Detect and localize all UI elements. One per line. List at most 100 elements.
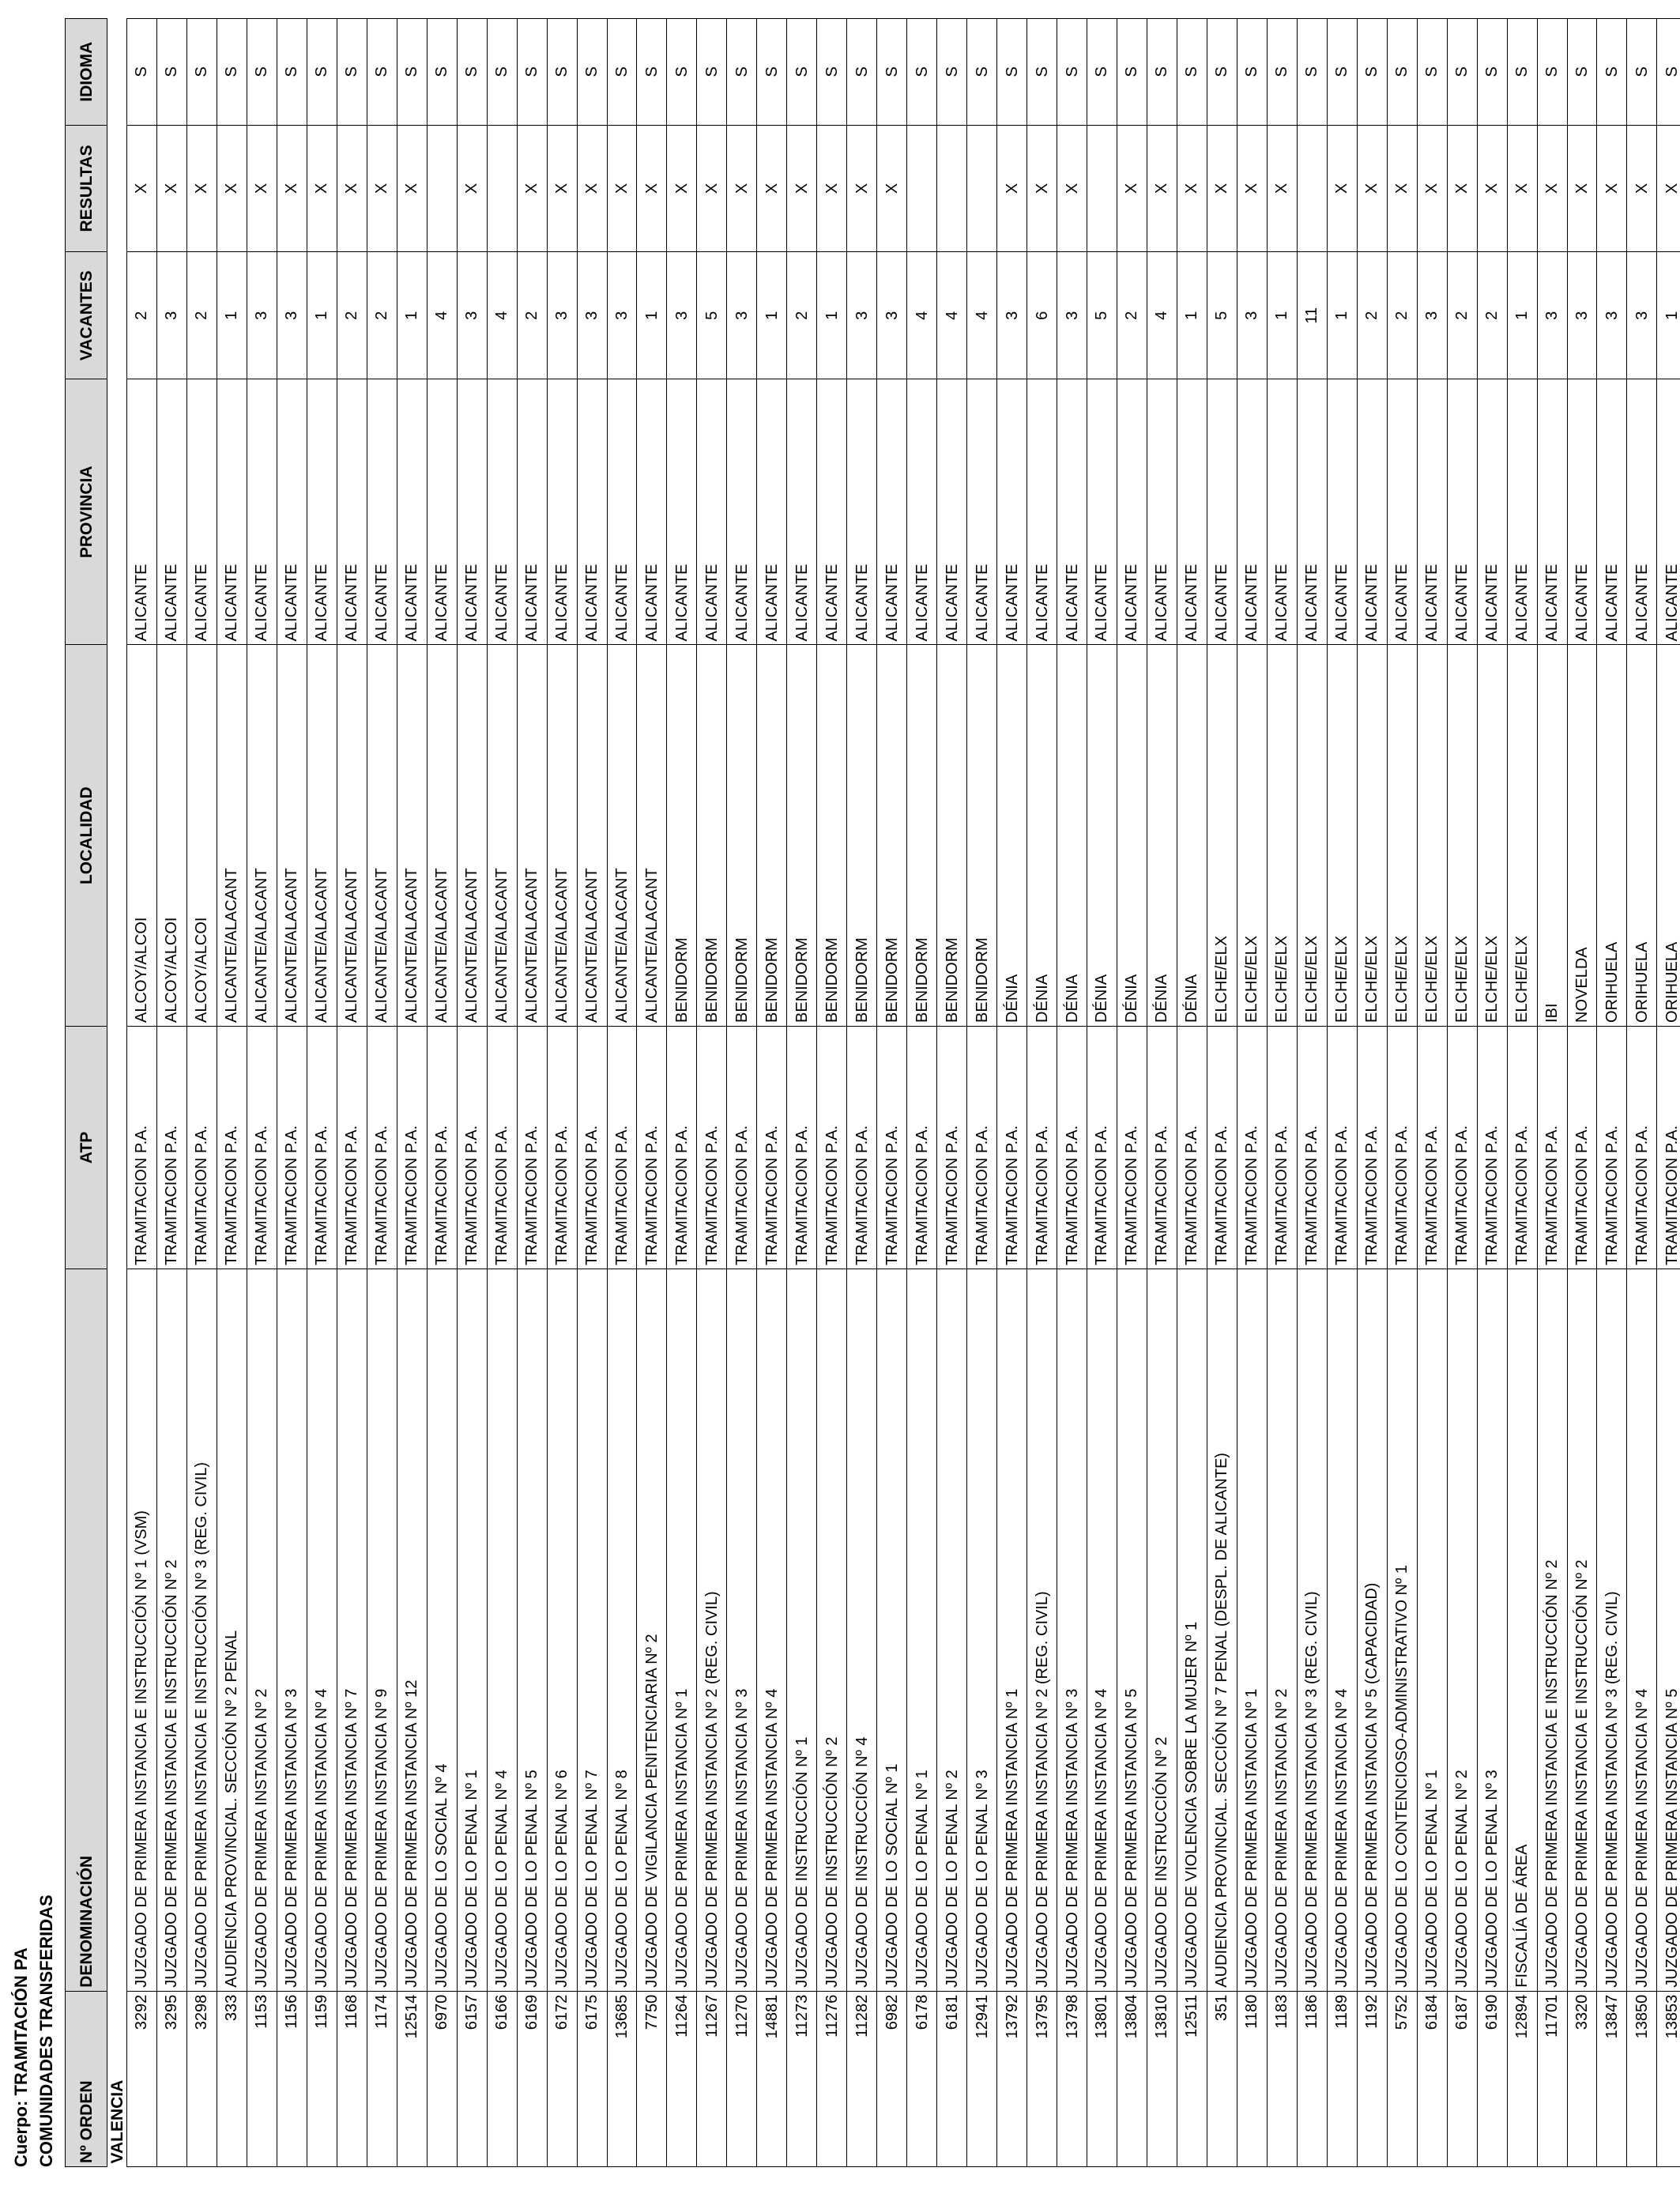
localidad-cell: BENIDORM bbox=[786, 644, 817, 1027]
provincia-cell: ALICANTE bbox=[277, 379, 307, 645]
atp-cell: TRAMITACION P.A. bbox=[217, 1026, 247, 1269]
resultas-cell bbox=[1297, 125, 1328, 252]
orden-cell: 13798 bbox=[1057, 1991, 1087, 2167]
localidad-cell: ALICANTE/ALACANT bbox=[277, 644, 307, 1027]
table-row: 13801 JUZGADO DE PRIMERA INSTANCIA Nº 4 TR… bbox=[1087, 18, 1117, 2167]
provincia-cell: ALICANTE bbox=[547, 379, 578, 645]
table-row: 13853 JUZGADO DE PRIMERA INSTANCIA Nº 5 TR… bbox=[1656, 18, 1680, 2167]
localidad-cell: ELCHE/ELX bbox=[1387, 644, 1418, 1027]
denominacion-cell: JUZGADO DE LO PENAL Nº 2 bbox=[1447, 1269, 1478, 1992]
vacantes-cell: 1 bbox=[1177, 251, 1207, 379]
idioma-cell: S bbox=[517, 18, 548, 126]
provincia-cell: ALICANTE bbox=[1447, 379, 1478, 645]
provincia-cell: ALICANTE bbox=[966, 379, 997, 645]
idioma-cell: S bbox=[1447, 18, 1478, 126]
localidad-cell: ORIHUELA bbox=[1656, 644, 1680, 1027]
denominacion-cell: JUZGADO DE PRIMERA INSTANCIA Nº 1 bbox=[666, 1269, 697, 1992]
provincia-cell: ALICANTE bbox=[696, 379, 727, 645]
atp-cell: TRAMITACION P.A. bbox=[1147, 1026, 1177, 1269]
idioma-cell: S bbox=[666, 18, 697, 126]
resultas-cell: X bbox=[1656, 125, 1680, 252]
resultas-cell: X bbox=[186, 125, 217, 252]
provincia-cell: ALICANTE bbox=[906, 379, 937, 645]
provincia-cell: ALICANTE bbox=[1656, 379, 1680, 645]
column-header: Nº ORDEN bbox=[65, 1991, 107, 2167]
orden-cell: 13795 bbox=[1026, 1991, 1057, 2167]
resultas-cell: X bbox=[1237, 125, 1268, 252]
resultas-cell bbox=[906, 125, 937, 252]
section-row: VALENCIA bbox=[107, 18, 127, 2167]
idioma-cell: S bbox=[696, 18, 727, 126]
table-row: 6172 JUZGADO DE LO PENAL Nº 6 TRAMITACION … bbox=[547, 18, 578, 2167]
provincia-cell: ALICANTE bbox=[1357, 379, 1388, 645]
orden-cell: 333 bbox=[217, 1991, 247, 2167]
denominacion-cell: JUZGADO DE LO PENAL Nº 3 bbox=[1477, 1269, 1508, 1992]
atp-cell: TRAMITACION P.A. bbox=[936, 1026, 967, 1269]
orden-cell: 1183 bbox=[1267, 1991, 1298, 2167]
provincia-cell: ALICANTE bbox=[936, 379, 967, 645]
vacantes-cell: 3 bbox=[1596, 251, 1627, 379]
provincia-cell: ALICANTE bbox=[1507, 379, 1538, 645]
orden-cell: 6982 bbox=[876, 1991, 907, 2167]
denominacion-cell: JUZGADO DE PRIMERA INSTANCIA Nº 7 bbox=[337, 1269, 367, 1992]
vacantes-cell: 2 bbox=[186, 251, 217, 379]
resultas-cell: X bbox=[607, 125, 637, 252]
table-row: 13795 JUZGADO DE PRIMERA INSTANCIA Nº 2 (… bbox=[1026, 18, 1057, 2167]
provincia-cell: ALICANTE bbox=[1057, 379, 1087, 645]
resultas-cell bbox=[487, 125, 518, 252]
resultas-cell: X bbox=[1537, 125, 1567, 252]
localidad-cell: ELCHE/ELX bbox=[1447, 644, 1478, 1027]
orden-cell: 13847 bbox=[1596, 1991, 1627, 2167]
atp-cell: TRAMITACION P.A. bbox=[636, 1026, 667, 1269]
provincia-cell: ALICANTE bbox=[517, 379, 548, 645]
atp-cell: TRAMITACION P.A. bbox=[876, 1026, 907, 1269]
resultas-cell: X bbox=[1507, 125, 1538, 252]
localidad-cell: ALICANTE/ALACANT bbox=[577, 644, 607, 1027]
denominacion-cell: JUZGADO DE VIGILANCIA PENITENCIARIA Nº 2 bbox=[636, 1269, 667, 1992]
table-row: 13850 JUZGADO DE PRIMERA INSTANCIA Nº 4 TR… bbox=[1626, 18, 1657, 2167]
localidad-cell: ALICANTE/ALACANT bbox=[457, 644, 488, 1027]
vacantes-cell: 1 bbox=[1656, 251, 1680, 379]
atp-cell: TRAMITACION P.A. bbox=[1087, 1026, 1117, 1269]
table-row: 3292 JUZGADO DE PRIMERA INSTANCIA E INSTR… bbox=[126, 18, 157, 2167]
vacantes-cell: 2 bbox=[367, 251, 397, 379]
denominacion-cell: JUZGADO DE LO PENAL Nº 1 bbox=[1417, 1269, 1448, 1992]
orden-cell: 12514 bbox=[397, 1991, 428, 2167]
denominacion-cell: JUZGADO DE PRIMERA INSTANCIA Nº 1 bbox=[996, 1269, 1027, 1992]
orden-cell: 6175 bbox=[577, 1991, 607, 2167]
resultas-cell: X bbox=[1596, 125, 1627, 252]
vacancies-table: Nº ORDEN DENOMINACIÓN ATP LOCALIDAD PROVINCI… bbox=[65, 18, 1680, 2167]
table-row: 13685 JUZGADO DE LO PENAL Nº 8 TRAMITACION… bbox=[607, 18, 637, 2167]
denominacion-cell: JUZGADO DE LO PENAL Nº 4 bbox=[487, 1269, 518, 1992]
localidad-cell: DÉNIA bbox=[1117, 644, 1147, 1027]
provincia-cell: ALICANTE bbox=[427, 379, 458, 645]
idioma-cell: S bbox=[936, 18, 967, 126]
vacantes-cell: 3 bbox=[666, 251, 697, 379]
orden-cell: 3298 bbox=[186, 1991, 217, 2167]
vacantes-cell: 3 bbox=[1057, 251, 1087, 379]
idioma-cell: S bbox=[1567, 18, 1597, 126]
orden-cell: 6181 bbox=[936, 1991, 967, 2167]
localidad-cell: DÉNIA bbox=[1026, 644, 1057, 1027]
vacantes-cell: 3 bbox=[1626, 251, 1657, 379]
vacantes-cell: 3 bbox=[156, 251, 187, 379]
idioma-cell: S bbox=[156, 18, 187, 126]
resultas-cell bbox=[1087, 125, 1117, 252]
table-row: 1192 JUZGADO DE PRIMERA INSTANCIA Nº 5 (C… bbox=[1357, 18, 1388, 2167]
provincia-cell: ALICANTE bbox=[126, 379, 157, 645]
table-row: 12941 JUZGADO DE LO PENAL Nº 3 TRAMITACION… bbox=[966, 18, 997, 2167]
vacantes-cell: 3 bbox=[1237, 251, 1268, 379]
vacantes-cell: 2 bbox=[1387, 251, 1418, 379]
atp-cell: TRAMITACION P.A. bbox=[1447, 1026, 1478, 1269]
table-row: 1174 JUZGADO DE PRIMERA INSTANCIA Nº 9 TRA… bbox=[367, 18, 397, 2167]
table-row: 6175 JUZGADO DE LO PENAL Nº 7 TRAMITACION … bbox=[577, 18, 607, 2167]
atp-cell: TRAMITACION P.A. bbox=[906, 1026, 937, 1269]
idioma-cell: S bbox=[217, 18, 247, 126]
provincia-cell: ALICANTE bbox=[846, 379, 877, 645]
atp-cell: TRAMITACION P.A. bbox=[1026, 1026, 1057, 1269]
denominacion-cell: JUZGADO DE PRIMERA INSTANCIA Nº 2 bbox=[247, 1269, 277, 1992]
localidad-cell: ALICANTE/ALACANT bbox=[517, 644, 548, 1027]
idioma-cell: S bbox=[1147, 18, 1177, 126]
denominacion-cell: JUZGADO DE LO PENAL Nº 1 bbox=[457, 1269, 488, 1992]
vacantes-cell: 6 bbox=[1026, 251, 1057, 379]
